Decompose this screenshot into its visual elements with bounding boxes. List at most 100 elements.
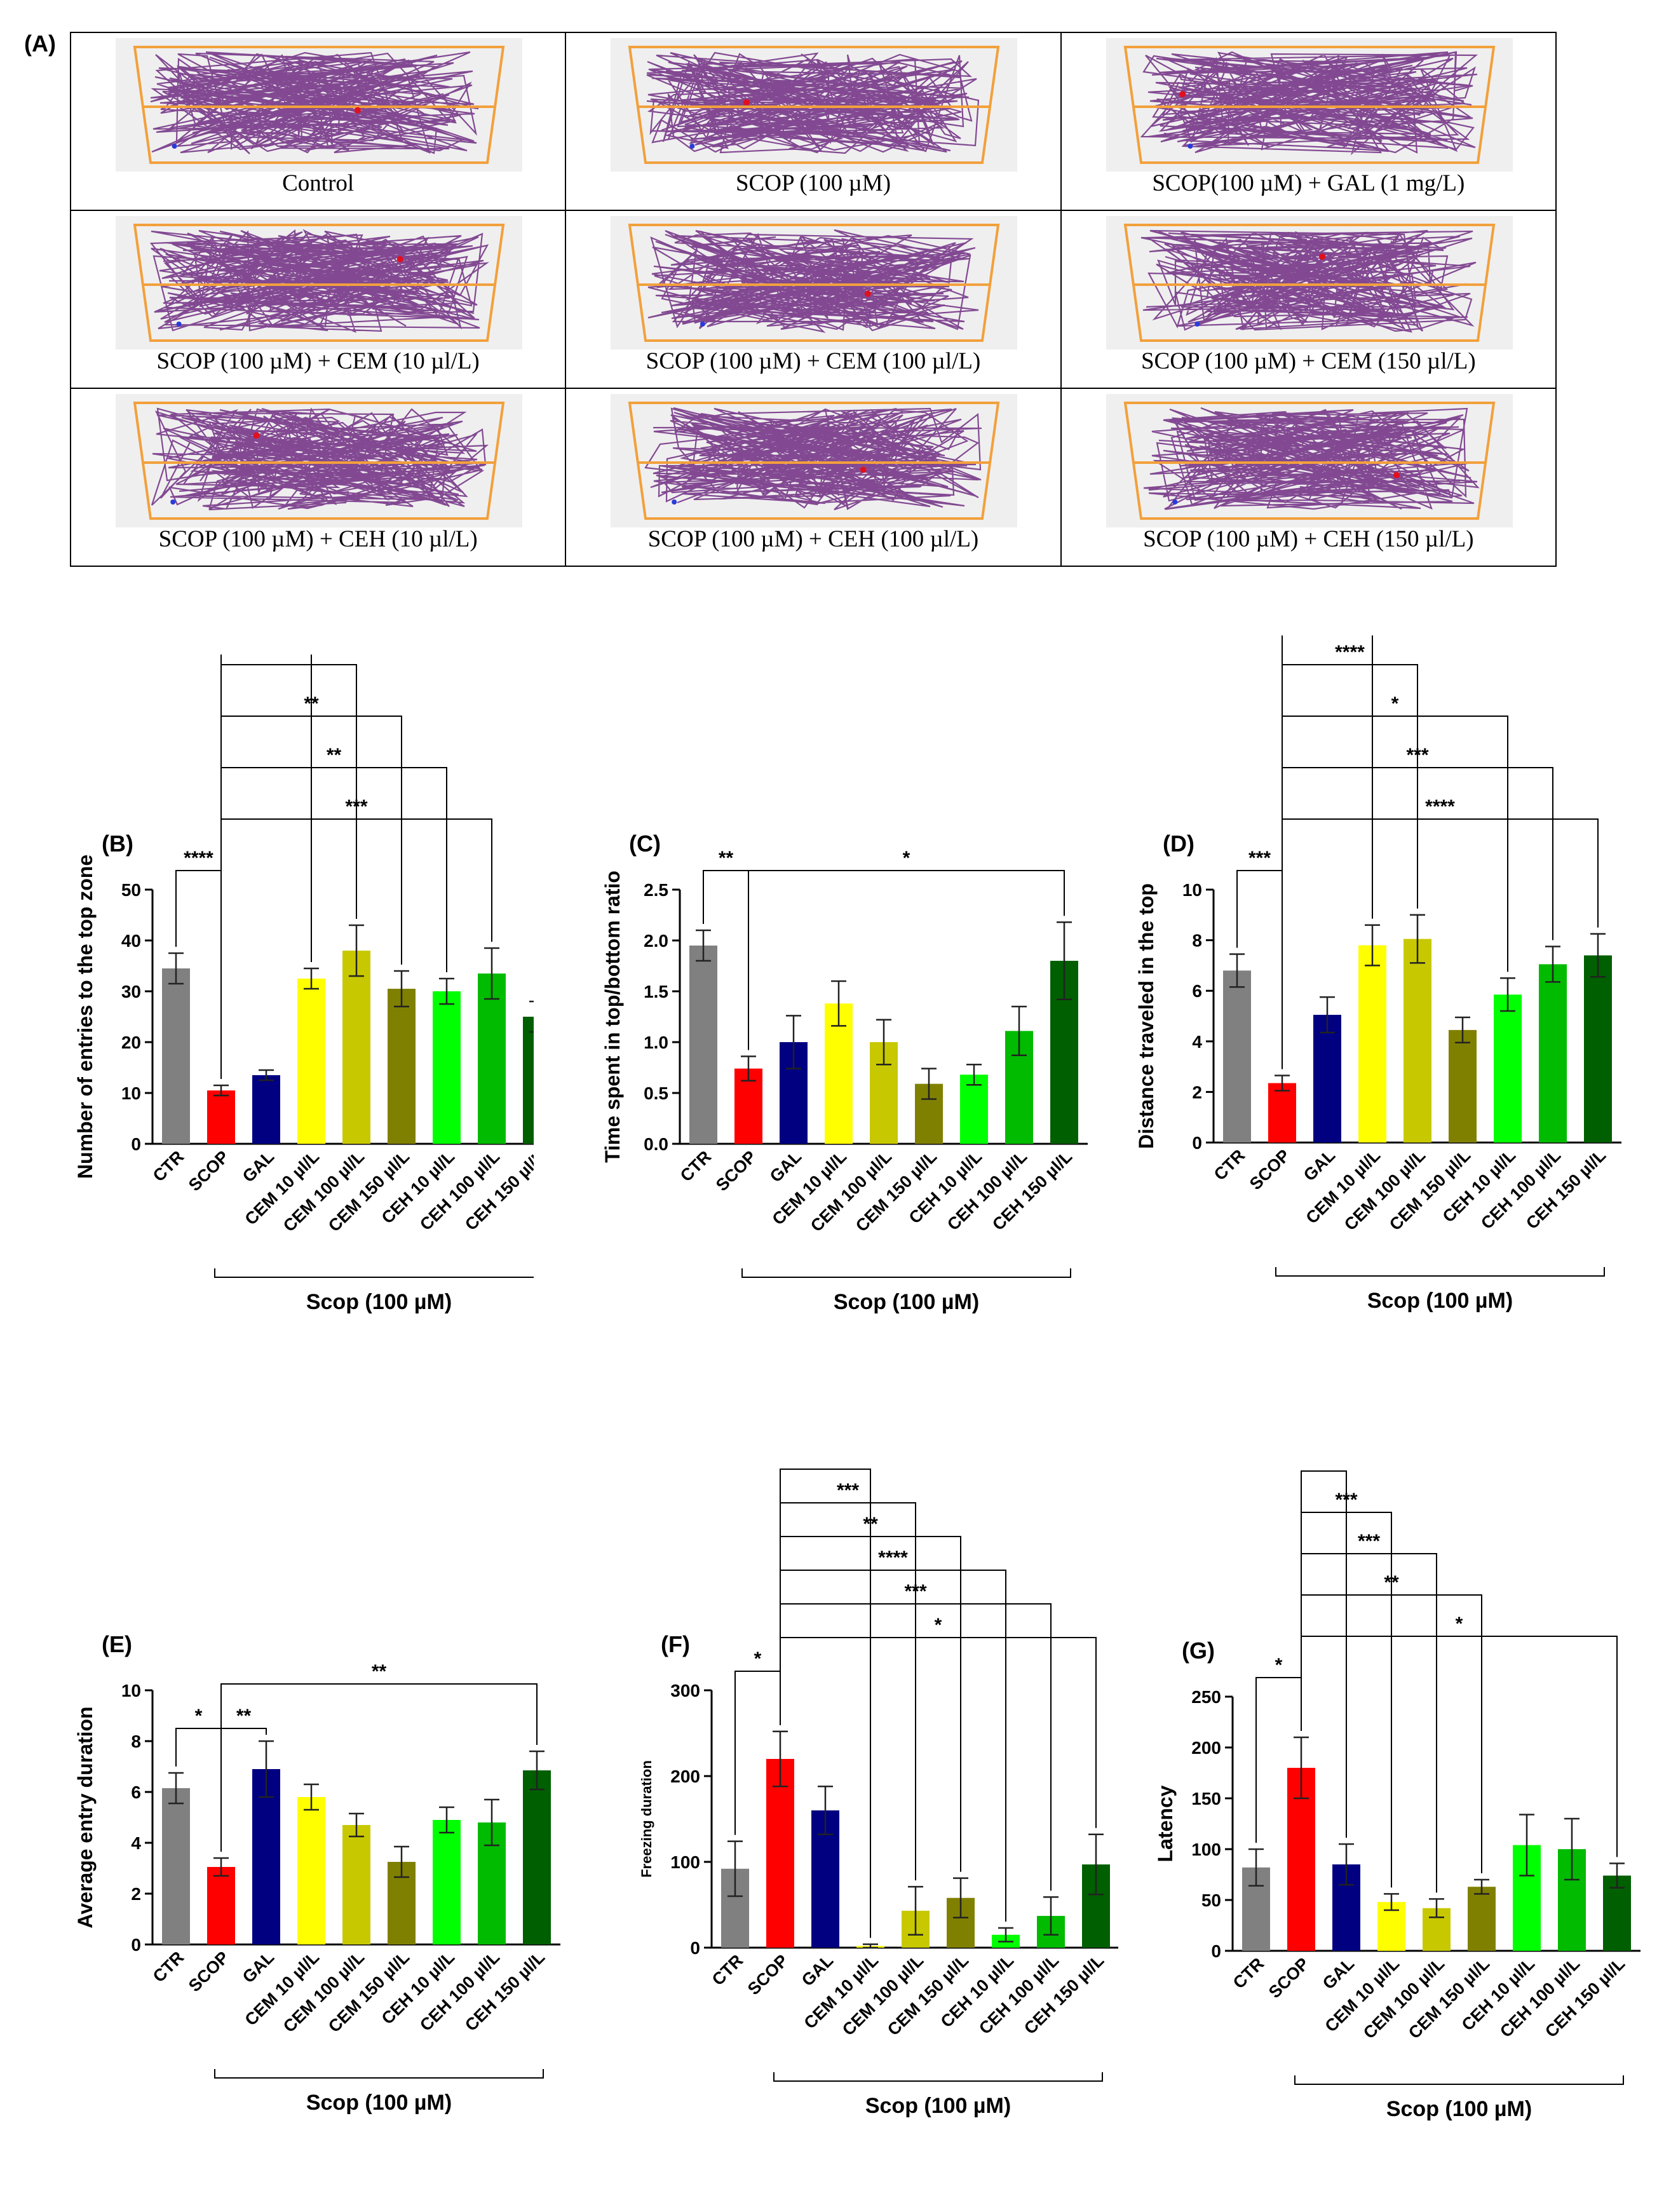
track-caption: SCOP (100 µM) + CEH (10 µl/L): [158, 526, 478, 552]
bar: [523, 1017, 534, 1144]
x-tick-label: CEH 100 µl/L: [416, 1147, 503, 1234]
y-tick-label: 2.5: [644, 880, 668, 900]
tank-outline: [1123, 224, 1495, 342]
x-tick-label: CTR: [1210, 1146, 1248, 1184]
end-point-marker: [253, 432, 260, 439]
significance-stars: **: [236, 1706, 252, 1727]
bar: [207, 1090, 235, 1144]
significance-bracket: [220, 664, 357, 1079]
bar: [1468, 1887, 1496, 1951]
start-point-marker: [170, 499, 176, 505]
start-point-marker: [689, 144, 695, 149]
track-caption: SCOP (100 µM) + CEH (100 µl/L): [647, 526, 979, 552]
swim-trace: [151, 407, 489, 511]
tank-outline: [628, 224, 1000, 342]
x-tick-label: SCOP: [744, 1951, 792, 1998]
tank-outline: [133, 402, 505, 520]
x-tick-label: CEH 150 µl/L: [1522, 1146, 1609, 1233]
swim-trace-image: [1106, 38, 1513, 172]
x-tick-label: SCOP: [1246, 1146, 1294, 1193]
x-tick-label: GAL: [1319, 1954, 1358, 1993]
x-tick-label: CEH 100 µl/L: [1477, 1146, 1564, 1233]
y-tick-label: 0: [131, 1134, 141, 1154]
y-tick-label: 50: [121, 880, 141, 900]
group-label: Scop (100 µM): [1386, 2097, 1532, 2121]
x-tick-label: SCOP: [185, 1147, 233, 1195]
significance-bracket: [1282, 664, 1418, 1069]
bar: [478, 974, 506, 1144]
track-grid: Control SCOP (100 µM) SCOP(100 µM) + GAL…: [69, 32, 1557, 567]
bar: [1539, 964, 1567, 1143]
y-tick-label: 10: [121, 1681, 141, 1700]
end-point-marker: [1179, 91, 1186, 98]
significance-stars: **: [372, 1661, 387, 1682]
y-tick-label: 150: [1191, 1789, 1221, 1808]
group-label: Scop (100 µM): [834, 1290, 979, 1314]
significance-stars: ***: [904, 1581, 926, 1602]
swim-trace-image: [1106, 394, 1513, 527]
x-tick-label: CEH 100 µl/L: [975, 1951, 1062, 2038]
y-tick-label: 300: [670, 1681, 700, 1700]
bar: [1313, 1015, 1341, 1143]
y-tick-label: 8: [131, 1732, 141, 1751]
end-point-marker: [396, 255, 403, 262]
significance-bracket: [1301, 1553, 1437, 1893]
y-tick-label: 100: [670, 1852, 700, 1872]
bar: [297, 1797, 325, 1944]
x-tick-label: CEH 150 µl/L: [989, 1147, 1076, 1234]
significance-stars: *: [195, 1706, 203, 1727]
panel-label: (B): [102, 831, 133, 857]
significance-stars: **: [327, 745, 342, 766]
swim-trace-image: [611, 394, 1018, 527]
significance-stars: *: [1391, 693, 1399, 714]
x-tick-label: SCOP: [185, 1948, 233, 1995]
x-tick-label: GAL: [798, 1951, 837, 1990]
group-bracket: [1275, 1267, 1605, 1277]
y-tick-label: 2: [1192, 1082, 1202, 1102]
track-cell: SCOP (100 µM) + CEH (10 µl/L): [69, 388, 567, 567]
y-tick-label: 6: [131, 1782, 141, 1802]
group-label: Scop (100 µM): [306, 2091, 452, 2115]
panel-a: (A) Control SCOP (100 µM) SCOP(100 µM) +…: [0, 0, 1671, 610]
x-tick-label: CTR: [677, 1147, 715, 1185]
start-point-marker: [700, 322, 706, 327]
swim-trace: [1143, 407, 1480, 510]
significance-stars: *: [1456, 1613, 1463, 1634]
significance-stars: ****: [811, 1462, 841, 1467]
bar: [297, 979, 325, 1144]
chart-b: (B)Number of entries to the top zone 0 10 2…: [74, 655, 534, 1314]
track-caption: SCOP (100 µM) + CEM (10 µl/L): [156, 348, 480, 374]
x-tick-label: CEH 150 µl/L: [1020, 1951, 1107, 2038]
y-tick-label: 2.0: [644, 931, 668, 951]
y-tick-label: 200: [1191, 1738, 1221, 1758]
swim-trace: [149, 229, 489, 333]
x-tick-label: GAL: [239, 1147, 278, 1186]
swim-trace-image: [116, 38, 522, 172]
x-tick-label: CTR: [708, 1951, 747, 1989]
end-point-marker: [743, 99, 750, 106]
group-bracket: [214, 1268, 534, 1278]
significance-stars: ****: [274, 655, 304, 663]
swim-trace-image: [611, 38, 1018, 172]
significance-stars: ****: [1335, 642, 1365, 663]
bar: [433, 1820, 461, 1944]
bar: [1268, 1083, 1296, 1143]
tank-outline: [133, 46, 505, 164]
y-axis-label: Number of entries to the top zone: [74, 855, 97, 1179]
significance-stars: ***: [837, 1480, 859, 1501]
x-tick-label: CTR: [1229, 1954, 1268, 1992]
significance-stars: ***: [1248, 848, 1271, 869]
bar: [689, 946, 717, 1144]
tank-outline: [133, 224, 505, 342]
bar: [523, 1770, 551, 1944]
track-cell: SCOP (100 µM) + CEM (150 µl/L): [1060, 210, 1557, 389]
swim-trace: [646, 51, 980, 154]
start-point-marker: [1172, 499, 1177, 505]
panel-label: (G): [1182, 1638, 1215, 1664]
significance-bracket: [220, 818, 492, 1079]
y-tick-label: 100: [1191, 1840, 1221, 1859]
x-tick-label: CEH 150 µl/L: [1541, 1954, 1628, 2041]
bar: [1449, 1029, 1477, 1143]
track-cell: SCOP (100 µM) + CEM (10 µl/L): [69, 210, 567, 389]
